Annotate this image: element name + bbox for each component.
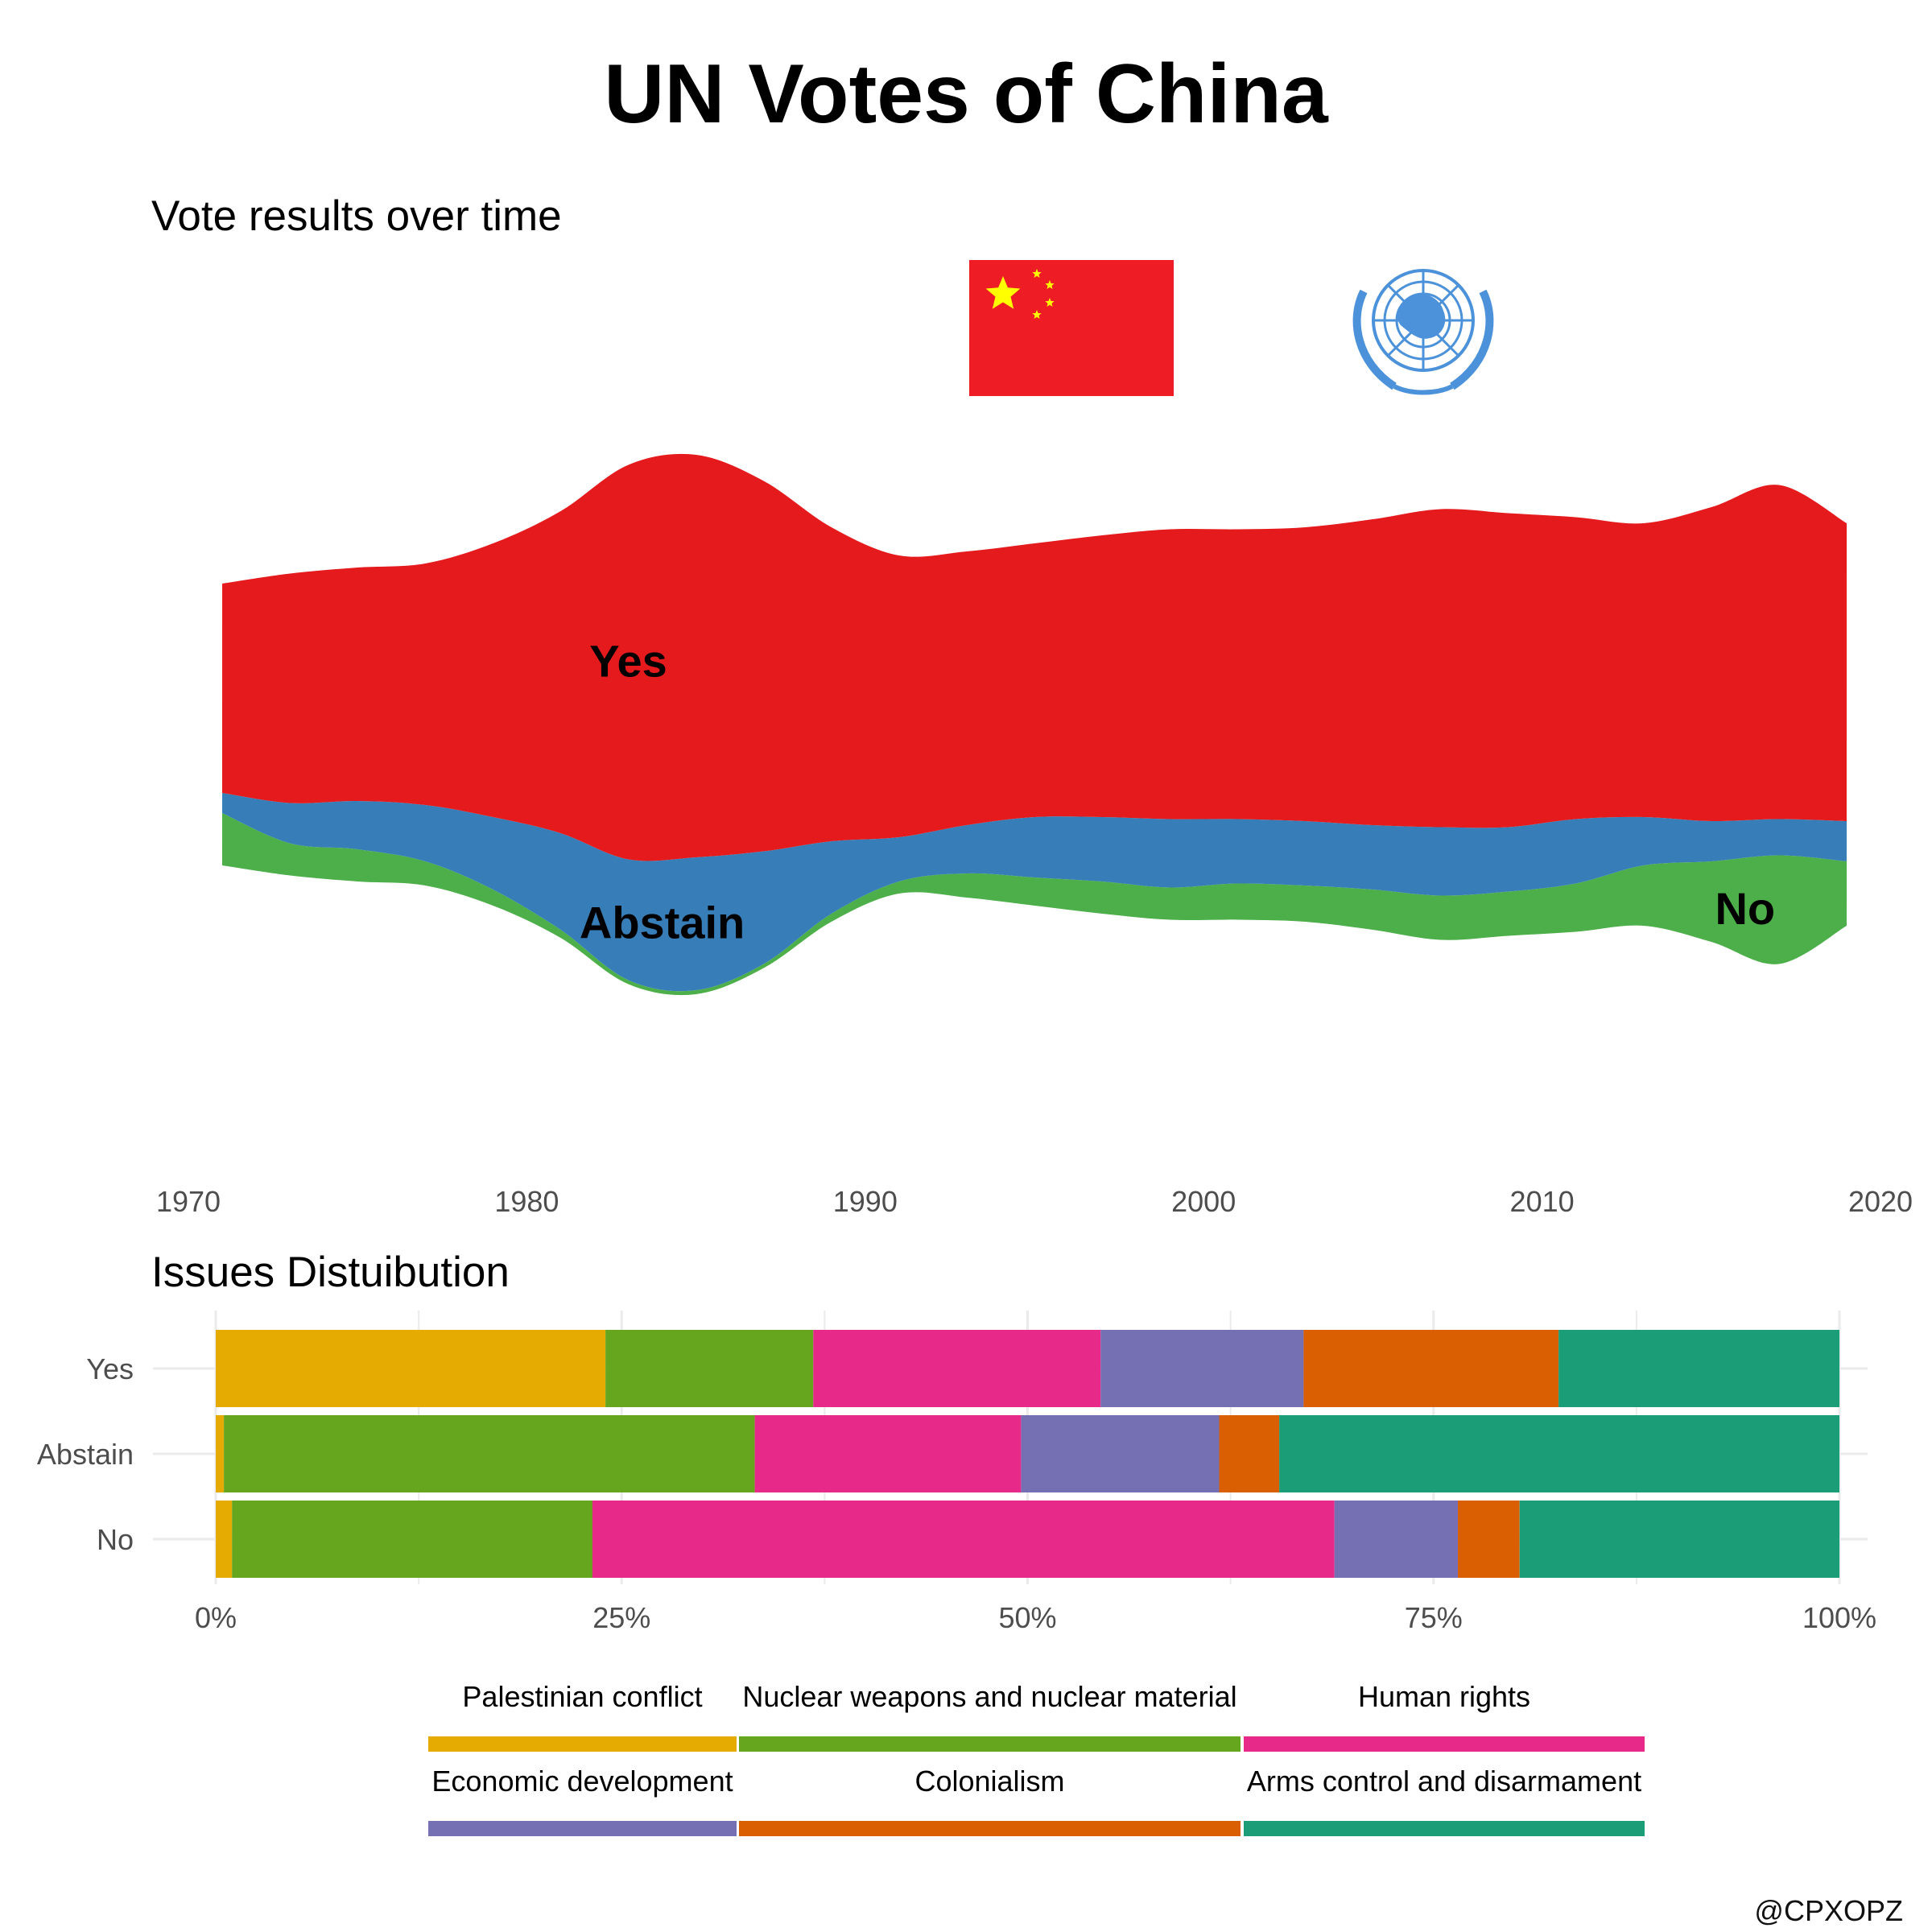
- bar-segment: [216, 1415, 225, 1492]
- x-axis-years: 1970 1980 1990 2000 2010 2020: [156, 1185, 1913, 1218]
- bar-segment: [1100, 1330, 1304, 1407]
- bar-segment: [232, 1501, 592, 1578]
- x-tick-label: 25%: [592, 1601, 650, 1634]
- stream-area-abstain: [222, 793, 1847, 992]
- stream-subtitle: Vote results over time: [151, 192, 562, 240]
- bar-subtitle: Issues Distuibution: [151, 1249, 510, 1296]
- stream-label-no: No: [1715, 883, 1775, 934]
- x-tick-label: 75%: [1405, 1601, 1463, 1634]
- bar-segment: [1303, 1330, 1559, 1407]
- category-label: Yes: [86, 1352, 134, 1385]
- legend-label: Human rights: [1358, 1680, 1530, 1713]
- bar-segment: [813, 1330, 1101, 1407]
- legend-swatch: [428, 1736, 737, 1752]
- bar-segment: [1021, 1415, 1220, 1492]
- bar-segment: [1279, 1415, 1839, 1492]
- legend-swatch: [739, 1821, 1241, 1836]
- china-flag-icon: [969, 260, 1174, 396]
- bar-segment: [1219, 1415, 1280, 1492]
- legend-label: Palestinian conflict: [462, 1680, 702, 1713]
- legend-label: Nuclear weapons and nuclear material: [742, 1680, 1236, 1713]
- x-tick-label: 2000: [1171, 1185, 1236, 1218]
- legend-swatch: [1244, 1821, 1645, 1836]
- bar-segment: [1558, 1330, 1839, 1407]
- credit-text: @CPXOPZ: [1754, 1894, 1903, 1927]
- category-label: Abstain: [37, 1438, 134, 1471]
- stacked-bars: [216, 1330, 1839, 1578]
- x-tick-label: 1980: [494, 1185, 559, 1218]
- category-label: No: [97, 1523, 134, 1556]
- page-title: UN Votes of China: [604, 47, 1329, 141]
- legend-label: Arms control and disarmament: [1247, 1765, 1641, 1798]
- un-emblem-icon: [1352, 269, 1494, 395]
- stream-area-no: [222, 813, 1847, 996]
- legend-swatch: [1244, 1736, 1645, 1752]
- x-tick-label: 1970: [156, 1185, 221, 1218]
- bar-segment: [605, 1330, 814, 1407]
- x-tick-label: 0%: [195, 1601, 237, 1634]
- bar-segment: [216, 1330, 606, 1407]
- x-tick-label: 50%: [998, 1601, 1056, 1634]
- bar-segment: [1334, 1501, 1458, 1578]
- x-tick-label: 2010: [1510, 1185, 1575, 1218]
- bar-segment: [1519, 1501, 1839, 1578]
- legend: Palestinian conflict Nuclear weapons and …: [428, 1680, 1645, 1836]
- stream-label-yes: Yes: [589, 636, 667, 687]
- legend-label: Economic development: [431, 1765, 733, 1798]
- stream-label-abstain: Abstain: [580, 898, 745, 948]
- stream-area-yes: [222, 453, 1847, 861]
- legend-swatch: [428, 1821, 737, 1836]
- streamgraph: No Abstain Yes: [222, 453, 1847, 996]
- bar-segment: [216, 1501, 233, 1578]
- bar-x-axis: 0% 25% 50% 75% 100%: [195, 1601, 1876, 1634]
- x-tick-label: 100%: [1802, 1601, 1876, 1634]
- bar-segment: [1458, 1501, 1520, 1578]
- bar-segment: [592, 1501, 1335, 1578]
- x-tick-label: 2020: [1848, 1185, 1913, 1218]
- bar-segment: [754, 1415, 1022, 1492]
- x-tick-label: 1990: [833, 1185, 898, 1218]
- bar-segment: [224, 1415, 755, 1492]
- legend-swatch: [739, 1736, 1241, 1752]
- bar-category-labels: Yes Abstain No: [37, 1352, 134, 1556]
- legend-label: Colonialism: [914, 1765, 1064, 1798]
